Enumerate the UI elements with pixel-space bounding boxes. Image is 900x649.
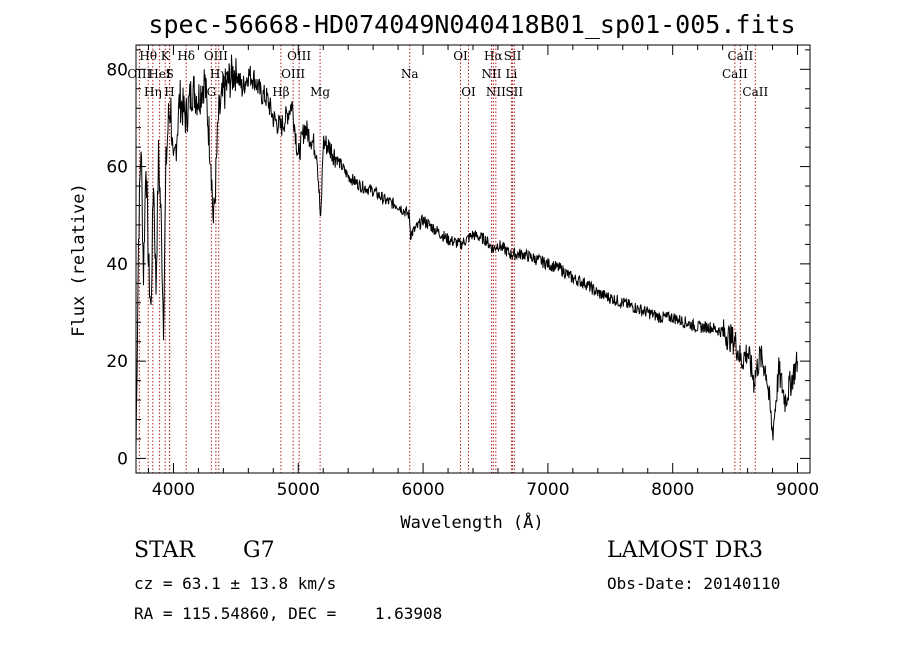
- spectral-line-label: NII: [481, 67, 501, 81]
- spectral-line-label: Li: [506, 67, 518, 81]
- spectral-line-label: S: [166, 67, 174, 81]
- y-tick-label: 60: [106, 158, 128, 178]
- spectral-line-label: OIII: [281, 67, 305, 81]
- x-axis-label: Wavelength (Å): [400, 511, 543, 533]
- survey-name: LAMOST DR3: [607, 538, 763, 563]
- x-tick-label: 8000: [651, 480, 694, 500]
- y-axis-label: Flux (relative): [69, 183, 89, 337]
- observation-date: Obs-Date: 20140110: [607, 574, 781, 593]
- chart-title: spec-56668-HD074049N040418B01_sp01-005.f…: [148, 10, 795, 39]
- object-class: STAR: [134, 538, 195, 563]
- spectral-line-label: NII: [486, 85, 506, 99]
- axis-ticks: 4000 5000 6000 7000 8000 9000 0 20 40 60 80: [106, 45, 819, 500]
- spectrum-series: [135, 54, 798, 450]
- y-tick-label: 40: [106, 255, 128, 275]
- spectral-line-label: SII: [505, 85, 523, 99]
- spectral-line-label: CaII: [742, 85, 768, 99]
- redshift-cz: cz = 63.1 ± 13.8 km/s: [134, 574, 337, 593]
- spectral-line-label: CaII: [722, 67, 748, 81]
- object-subclass: G7: [243, 538, 275, 563]
- plot-frame: [135, 44, 811, 474]
- spectral-line-label: OIII: [287, 49, 311, 63]
- spectral-line-label: Hδ: [177, 49, 195, 63]
- spectral-line-label: K: [161, 49, 171, 63]
- spectral-line-label: CaII: [727, 49, 753, 63]
- spectral-line-markers: HθOIIIHηHeIKHSHδGOIIIHγHβOIIIOIIIMgNaOIO…: [127, 45, 768, 473]
- x-tick-label: 4000: [152, 480, 195, 500]
- spectral-line-label: Hθ: [139, 49, 157, 63]
- x-tick-label: 7000: [526, 480, 569, 500]
- x-tick-label: 5000: [277, 480, 320, 500]
- x-tick-label: 6000: [401, 480, 444, 500]
- spectral-line-label: OI: [453, 49, 468, 63]
- spectral-line-label: OI: [461, 85, 476, 99]
- spectral-line-label: Mg: [310, 85, 330, 99]
- spectral-line-label: G: [207, 85, 217, 99]
- spectral-line-label: OIII: [204, 49, 228, 63]
- spectral-line-label: Hα: [484, 49, 503, 63]
- spectral-line-label: OIII: [127, 67, 151, 81]
- x-tick-label: 9000: [776, 480, 819, 500]
- spectral-line-label: Hη: [144, 85, 162, 99]
- spectral-line-label: Hβ: [272, 85, 289, 99]
- spectral-line-label: Na: [401, 67, 419, 81]
- coordinates: RA = 115.54860, DEC = 1.63908: [134, 604, 443, 623]
- y-tick-label: 80: [106, 60, 128, 80]
- y-tick-label: 0: [117, 449, 128, 469]
- y-tick-label: 20: [106, 352, 128, 372]
- spectral-line-label: SII: [504, 49, 522, 63]
